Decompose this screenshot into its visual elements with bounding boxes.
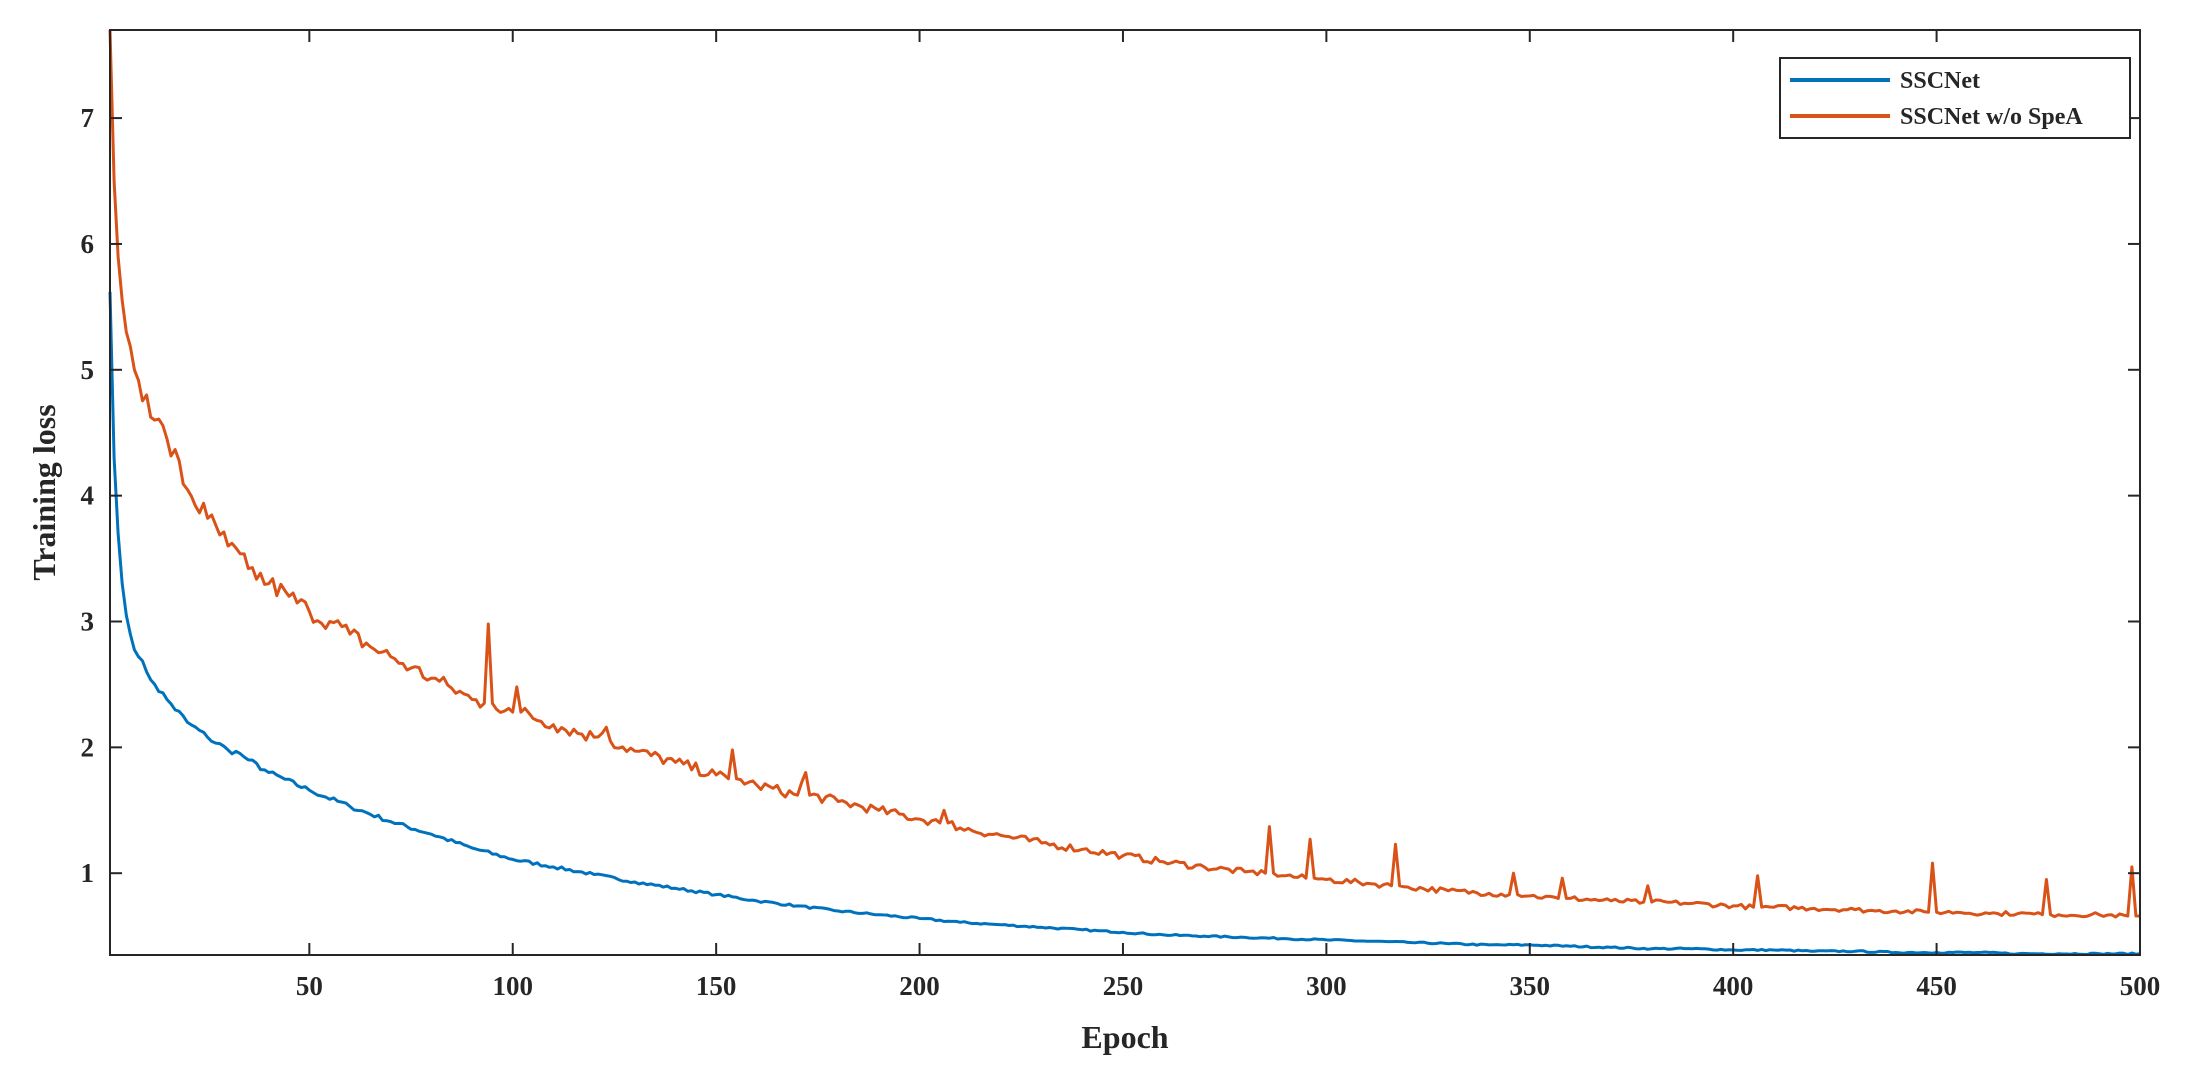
x-tick-label: 200	[899, 971, 940, 1001]
series-line-sscnet-wo-spea	[108, 29, 2140, 919]
legend-box	[1779, 57, 2131, 139]
y-tick-label: 4	[81, 481, 95, 511]
x-tick-label: 100	[492, 971, 533, 1001]
y-axis-label: Training loss	[26, 404, 62, 580]
legend: SSCNet SSCNet w/o SpeA	[1779, 57, 2131, 139]
x-tick-label: 150	[696, 971, 737, 1001]
series-line-sscnet	[108, 291, 2141, 956]
y-tick-label: 3	[81, 606, 95, 636]
legend-label: SSCNet	[1900, 68, 1980, 94]
x-axis-label: Epoch	[1081, 1019, 1168, 1055]
x-tick-label: 400	[1713, 971, 1754, 1001]
y-tick-label: 5	[81, 355, 95, 385]
x-tick-label: 300	[1306, 971, 1347, 1001]
x-tick-label: 500	[2120, 971, 2161, 1001]
y-tick-label: 7	[81, 103, 95, 133]
y-axis: 1 2 3 4 5 6 7	[81, 103, 2140, 888]
x-tick-label: 50	[296, 971, 323, 1001]
plot-area	[109, 29, 2141, 956]
x-tick-label: 250	[1103, 971, 1144, 1001]
x-tick-label: 350	[1510, 971, 1551, 1001]
legend-label: SSCNet w/o SpeA	[1900, 104, 2083, 130]
x-tick-label: 450	[1916, 971, 1957, 1001]
y-tick-label: 6	[81, 229, 95, 259]
y-tick-label: 1	[81, 858, 95, 888]
x-axis: 50 100 150 200 250 300 350 400 450 500	[296, 30, 2160, 1001]
y-tick-label: 2	[81, 732, 95, 762]
